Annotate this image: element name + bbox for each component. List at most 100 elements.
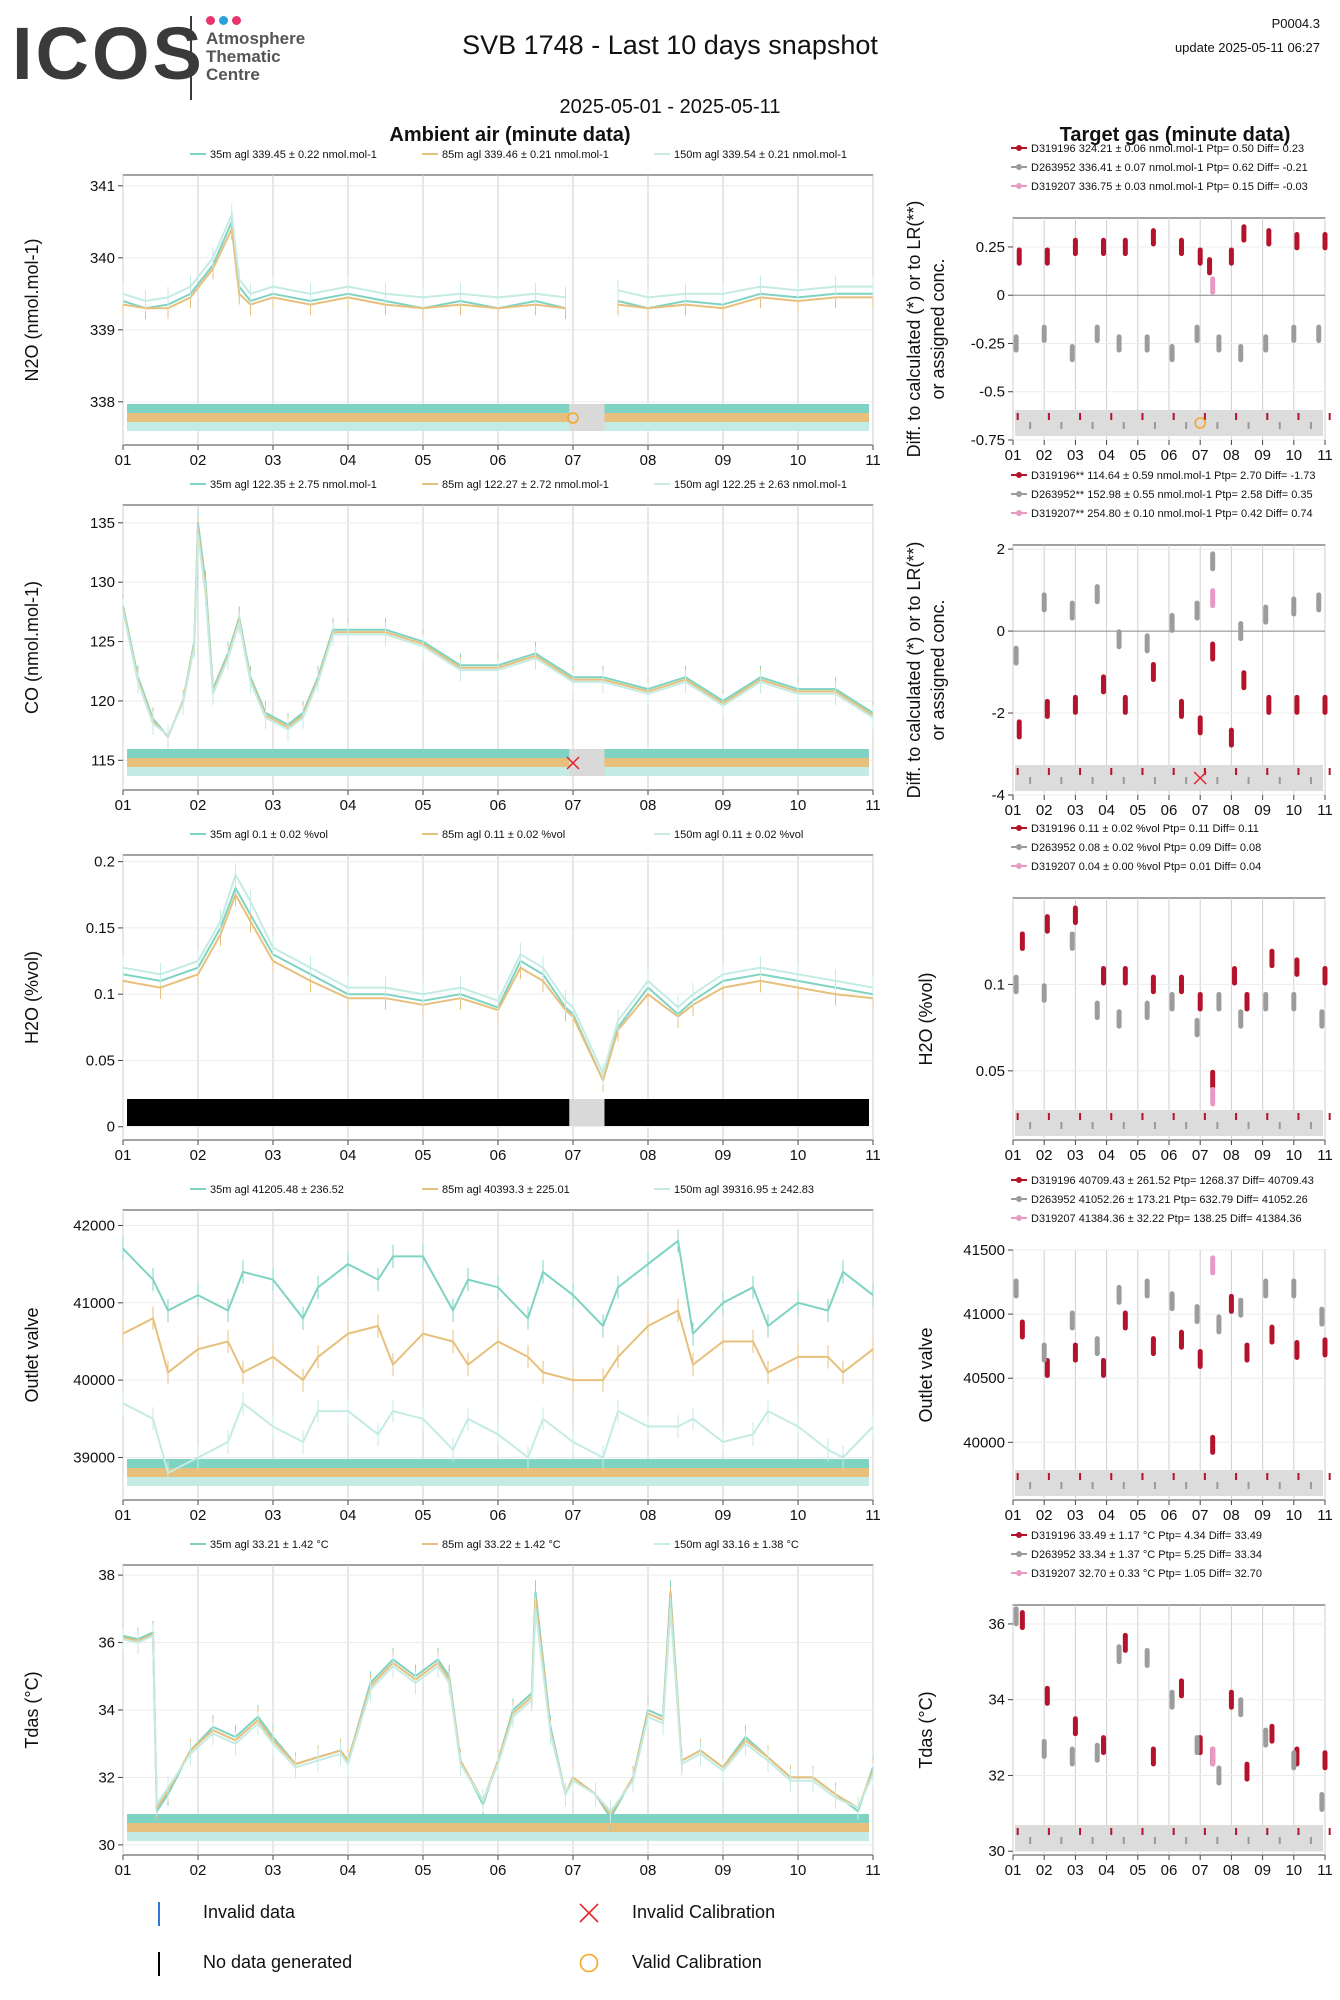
legend-entry: D263952 0.08 ± 0.02 %vol Ptp= 0.09 Diff=… xyxy=(1031,842,1261,854)
ambient-air-title: Ambient air (minute data) xyxy=(389,124,631,146)
logo-dots xyxy=(206,0,266,30)
series-line-2 xyxy=(122,1607,874,1813)
legend-entry: 150m agl 0.11 ± 0.02 %vol xyxy=(674,829,803,841)
status-band xyxy=(127,1117,869,1126)
no-data-symbol xyxy=(158,1952,160,1976)
status-band xyxy=(127,413,869,422)
legend-dot xyxy=(1016,844,1022,850)
x-tick-label: 08 xyxy=(1223,447,1240,464)
y-tick-label: 120 xyxy=(90,693,115,710)
y-tick-label: 340 xyxy=(90,250,115,267)
x-tick-label: 09 xyxy=(715,797,732,814)
y-tick-label: 0 xyxy=(107,1119,115,1136)
legend-entry: D263952 41052.26 ± 173.21 Ptp= 632.79 Di… xyxy=(1031,1194,1308,1206)
y-tick-label: 0.25 xyxy=(976,239,1005,256)
target-panel-4: 30 32 34 36 01 02 03 04 05 06 07 08 09 10 11 Tdas (°C) D… xyxy=(916,1530,1333,1879)
legend-dot xyxy=(1016,183,1022,189)
x-tick-label: 07 xyxy=(565,1507,582,1524)
x-tick-label: 01 xyxy=(115,1147,132,1164)
legend-dot xyxy=(1016,145,1022,151)
icos-logo: ICOS xyxy=(12,12,205,95)
y-axis-label: H2O (%vol) xyxy=(22,951,42,1044)
x-tick-label: 07 xyxy=(1192,1507,1209,1524)
x-tick-label: 03 xyxy=(1067,1862,1084,1879)
y-axis-label: Diff. to calculated (*) or to LR(**) xyxy=(904,542,924,799)
x-tick-label: 04 xyxy=(1098,1147,1115,1164)
legend-entry: 85m agl 33.22 ± 1.42 °C xyxy=(442,1539,561,1551)
x-tick-label: 08 xyxy=(640,452,657,469)
x-tick-label: 10 xyxy=(790,452,807,469)
status-band xyxy=(1015,1470,1323,1496)
legend-dot xyxy=(1016,510,1022,516)
x-tick-label: 09 xyxy=(1254,447,1271,464)
x-tick-label: 11 xyxy=(1317,802,1333,819)
y-tick-label: 338 xyxy=(90,394,115,411)
legend-dot xyxy=(1016,1532,1022,1538)
x-tick-label: 03 xyxy=(265,1507,282,1524)
x-tick-label: 07 xyxy=(1192,1862,1209,1879)
y-tick-label: 42000 xyxy=(73,1217,115,1234)
valid-cal-symbol xyxy=(579,1953,599,1973)
valid-cal-marker xyxy=(567,412,579,424)
y-axis-label: H2O (%vol) xyxy=(916,972,936,1065)
series-line-1 xyxy=(122,1597,874,1816)
x-tick-label: 08 xyxy=(1223,1862,1240,1879)
y-tick-label: 0.05 xyxy=(976,1063,1005,1080)
x-tick-label: 11 xyxy=(865,1147,881,1164)
legend-entry: 85m agl 122.27 ± 2.72 nmol.mol-1 xyxy=(442,479,609,491)
x-tick-label: 05 xyxy=(415,1147,432,1164)
x-tick-label: 04 xyxy=(1098,1862,1115,1879)
x-tick-label: 11 xyxy=(1317,447,1333,464)
x-tick-label: 06 xyxy=(1161,1147,1178,1164)
x-tick-label: 10 xyxy=(790,1507,807,1524)
legend-dot xyxy=(1016,863,1022,869)
legend-entry: 85m agl 339.46 ± 0.21 nmol.mol-1 xyxy=(442,149,609,161)
x-tick-label: 01 xyxy=(1005,1147,1022,1164)
x-tick-label: 04 xyxy=(1098,447,1115,464)
legend-entry: D319196 0.11 ± 0.02 %vol Ptp= 0.11 Diff=… xyxy=(1031,823,1259,835)
x-tick-label: 05 xyxy=(415,1862,432,1879)
logo-separator xyxy=(190,16,192,100)
page-title: SVB 1748 - Last 10 days snapshot xyxy=(462,30,878,60)
x-tick-label: 03 xyxy=(1067,447,1084,464)
y-tick-label: 125 xyxy=(90,634,115,651)
x-tick-label: 09 xyxy=(715,1862,732,1879)
x-tick-label: 11 xyxy=(865,1507,881,1524)
y-tick-label: -0.5 xyxy=(979,384,1005,401)
x-tick-label: 03 xyxy=(265,1862,282,1879)
x-tick-label: 05 xyxy=(415,1507,432,1524)
legend-entry: 85m agl 40393.3 ± 225.01 xyxy=(442,1184,570,1196)
y-tick-label: 339 xyxy=(90,322,115,339)
legend-dot xyxy=(1016,1551,1022,1557)
status-band xyxy=(127,1814,869,1823)
status-band xyxy=(127,1099,869,1108)
y-axis-label: N2O (nmol.mol-1) xyxy=(22,238,42,381)
legend-dot xyxy=(1016,825,1022,831)
x-tick-label: 11 xyxy=(865,1862,881,1879)
x-tick-label: 07 xyxy=(1192,1147,1209,1164)
ambient-panel-3: 39000 40000 41000 42000 01 02 03 04 05 06 07 08 09 10… xyxy=(22,1184,881,1524)
status-band xyxy=(1015,765,1323,791)
x-tick-label: 05 xyxy=(1129,447,1146,464)
data-gap xyxy=(569,1099,605,1126)
x-tick-label: 01 xyxy=(115,1862,132,1879)
x-tick-label: 09 xyxy=(1254,1147,1271,1164)
x-tick-label: 09 xyxy=(715,1147,732,1164)
legend-entry: 35m agl 0.1 ± 0.02 %vol xyxy=(210,829,328,841)
legend-entry: 150m agl 339.54 ± 0.21 nmol.mol-1 xyxy=(674,149,847,161)
x-tick-label: 09 xyxy=(1254,802,1271,819)
x-tick-label: 10 xyxy=(790,1862,807,1879)
status-band xyxy=(127,749,869,758)
status-band xyxy=(127,758,869,767)
status-band xyxy=(127,422,869,431)
x-tick-label: 03 xyxy=(265,452,282,469)
legend-dot xyxy=(1016,1177,1022,1183)
legend-entry: D263952 336.41 ± 0.07 nmol.mol-1 Ptp= 0.… xyxy=(1031,162,1308,174)
report-code: P0004.3 xyxy=(1271,16,1320,31)
x-tick-label: 09 xyxy=(1254,1507,1271,1524)
legend-entry: D263952 33.34 ± 1.37 °C Ptp= 5.25 Diff= … xyxy=(1031,1549,1262,1561)
y-axis-label: or assigned conc. xyxy=(928,599,948,740)
status-band xyxy=(1015,1825,1323,1851)
y-axis-label: CO (nmol.mol-1) xyxy=(22,581,42,714)
